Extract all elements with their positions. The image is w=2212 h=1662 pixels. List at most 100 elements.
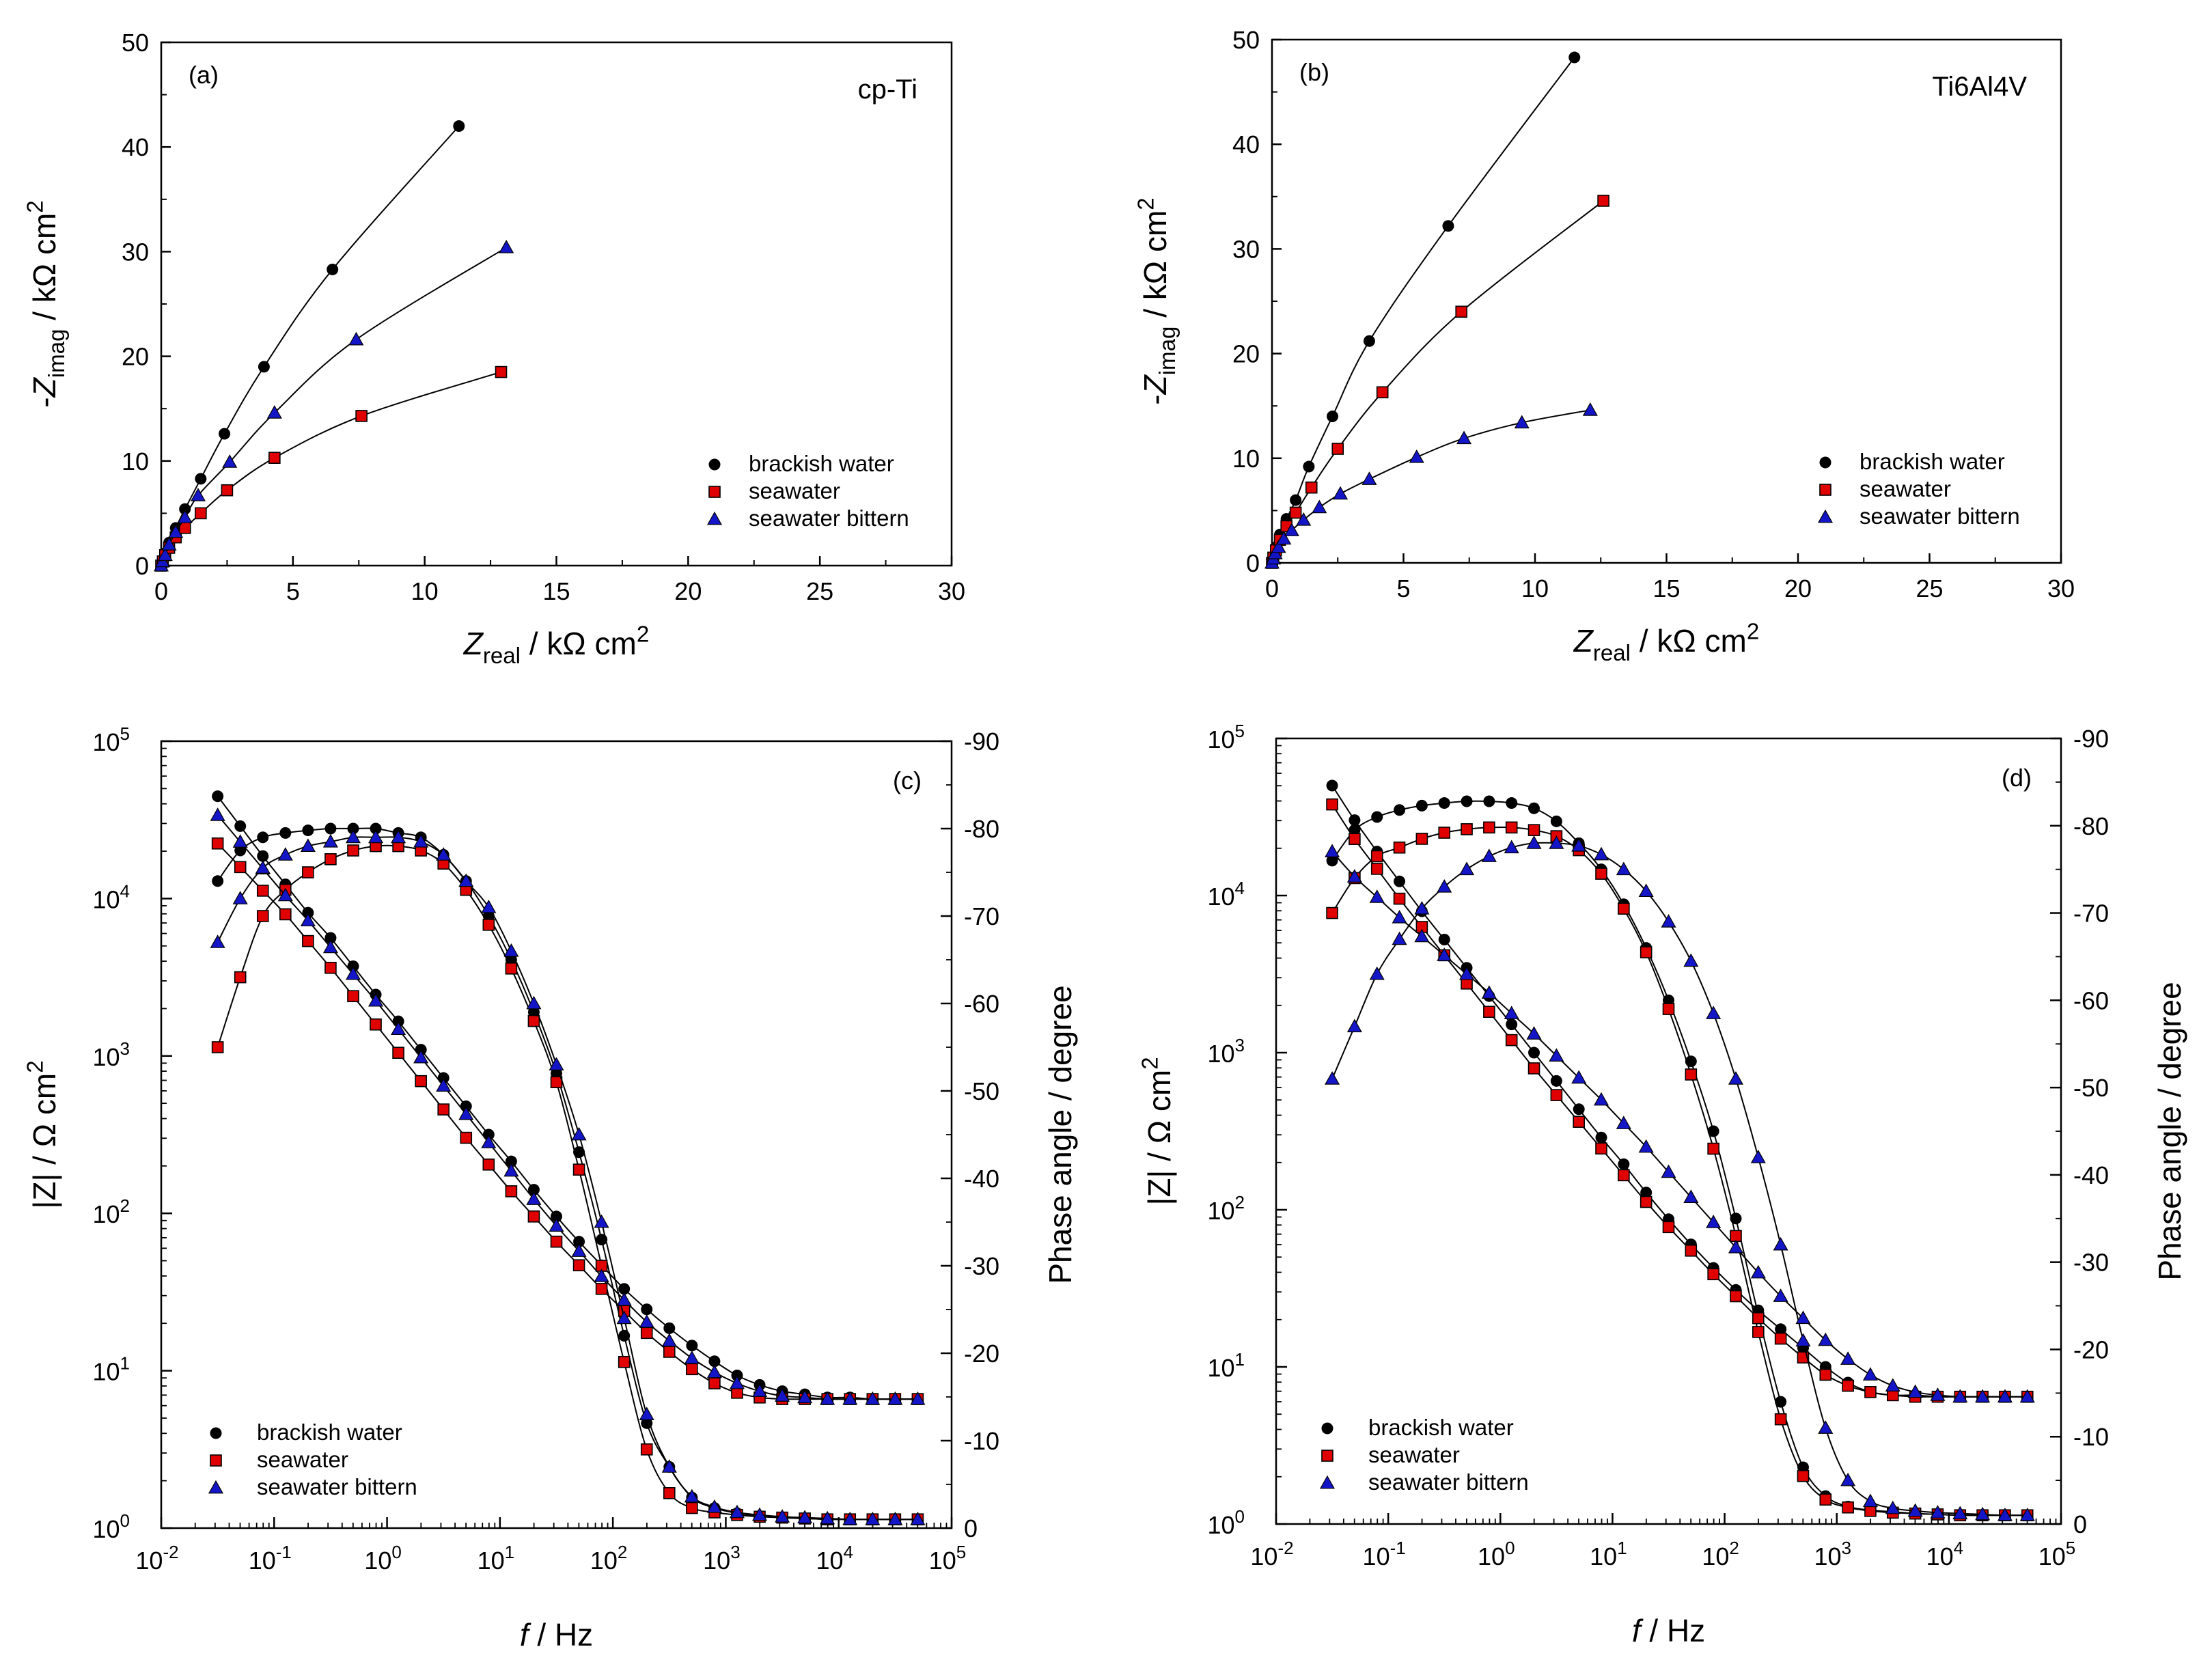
phase-point-bittern [1885,1500,1900,1514]
impedance-point-seawater [595,1282,608,1295]
phase-point-bittern [1437,878,1452,893]
data-point-seawater [1597,195,1609,207]
phase-point-bittern [2019,1507,2035,1521]
x-tick-label: 10 [1521,574,1549,603]
data-point-brackish [1442,220,1454,232]
impedance-point-seawater [1842,1379,1854,1392]
impedance-point-seawater [1640,1195,1653,1208]
phase-point-seawater [234,971,247,984]
phase-point-bittern [255,860,271,874]
impedance-point-brackish [1438,933,1450,945]
impedance-point-brackish [482,1128,495,1141]
phase-point-bittern [1414,900,1430,915]
phase-point-bittern [549,1057,564,1071]
impedance-point-bittern [1683,1189,1699,1204]
legend-label-brackish: brackish water [257,1419,402,1445]
phase-point-bittern [1997,1507,2013,1521]
panel-b-nyquist-ti6al4v: 0 5 10 15 20 25 30 0 10 20 30 40 50 Zreal / kΩ cm2 -Zi… [1134,26,2075,666]
phase-point-brackish [1483,795,1495,807]
y-axis-label: |Z| / Ω cm2 [23,1060,62,1208]
y2-tick-label: -80 [964,815,999,843]
y2-tick-label: -10 [2073,1423,2109,1451]
phase-point-brackish [1415,799,1428,812]
impedance-point-seawater [1685,1245,1698,1257]
data-point-bittern [499,240,514,253]
impedance-point-bittern [322,939,338,954]
phase-point-seawater [1415,833,1428,845]
x-tick-label: 25 [806,577,833,605]
data-point-brackish [258,361,270,373]
phase-point-bittern [1907,1503,1923,1517]
phase-point-brackish [1461,795,1473,807]
data-point-brackish [1303,460,1315,473]
phase-point-seawater [1752,1326,1765,1338]
phase-point-bittern [391,829,406,844]
phase-point-seawater [324,853,337,865]
impedance-point-bittern [345,966,361,980]
phase-point-bittern [526,995,542,1010]
impedance-point-seawater [324,961,337,974]
impedance-point-bittern [1773,1288,1788,1302]
impedance-point-bittern [1459,966,1475,980]
phase-point-bittern [1593,846,1609,861]
phase-point-seawater [505,962,518,975]
data-point-bittern [1296,512,1312,526]
legend-label-seawater: seawater [1860,476,1951,501]
phase-point-bittern [820,1510,835,1525]
data-point-bittern [1582,402,1598,416]
impedance-point-bittern [684,1350,700,1364]
impedance-point-bittern [729,1375,745,1389]
legend-label-brackish: brackish water [1860,449,2005,474]
impedance-point-bittern [1975,1389,1991,1403]
impedance-point-brackish [1640,1187,1653,1199]
legend-label-seawater: seawater [257,1447,348,1472]
impedance-point-brackish [551,1210,562,1223]
phase-point-seawater [1730,1230,1742,1243]
impedance-point-bittern [1661,1164,1676,1178]
impedance-point-bittern [887,1391,903,1405]
impedance-point-seawater [1752,1312,1765,1325]
impedance-point-seawater [1393,892,1406,905]
impedance-point-bittern [1392,909,1407,924]
y-axis-label: -Zimag / kΩ cm2 [23,200,70,407]
data-point-bittern [1361,471,1377,485]
phase-point-seawater [1595,868,1607,880]
phase-point-bittern [1571,837,1587,852]
impedance-point-bittern [1862,1367,1878,1381]
impedance-point-brackish [663,1322,676,1334]
impedance-point-bittern [1840,1351,1856,1365]
impedance-point-seawater [1730,1290,1742,1303]
impedance-point-bittern [526,1191,542,1205]
legend-marker-bittern [1319,1475,1336,1489]
impedance-point-seawater [256,885,269,897]
phase-point-bittern [1683,953,1699,967]
impedance-point-brackish [1775,1323,1787,1335]
impedance-point-seawater [1595,1142,1607,1155]
phase-point-brackish [1438,797,1450,809]
impedance-point-bittern [458,1106,474,1120]
impedance-point-brackish [1349,814,1361,827]
panel-label: (a) [189,61,219,89]
impedance-point-seawater [1550,1089,1563,1101]
phase-point-bittern [1481,848,1497,862]
impedance-point-seawater [1864,1386,1877,1398]
legend-marker-seawater [708,486,721,498]
data-point-bittern [1271,539,1286,553]
y-tick-label: 40 [1232,130,1260,158]
phase-point-seawater [1326,906,1338,919]
impedance-point-bittern [842,1391,858,1405]
data-point-bittern [266,405,282,419]
data-point-seawater [1455,305,1467,318]
data-point-seawater [355,410,368,422]
impedance-point-seawater [234,861,247,874]
data-point-bittern [1456,430,1472,445]
impedance-point-bittern [368,993,384,1007]
impedance-point-bittern [436,1078,452,1092]
impedance-point-seawater [1707,1268,1719,1281]
data-point-bittern [1333,486,1349,500]
impedance-point-bittern [1437,947,1452,961]
phase-point-bittern [639,1407,654,1420]
data-point-seawater [221,484,234,497]
impedance-point-seawater [550,1235,563,1248]
impedance-point-brackish [1618,1158,1630,1170]
